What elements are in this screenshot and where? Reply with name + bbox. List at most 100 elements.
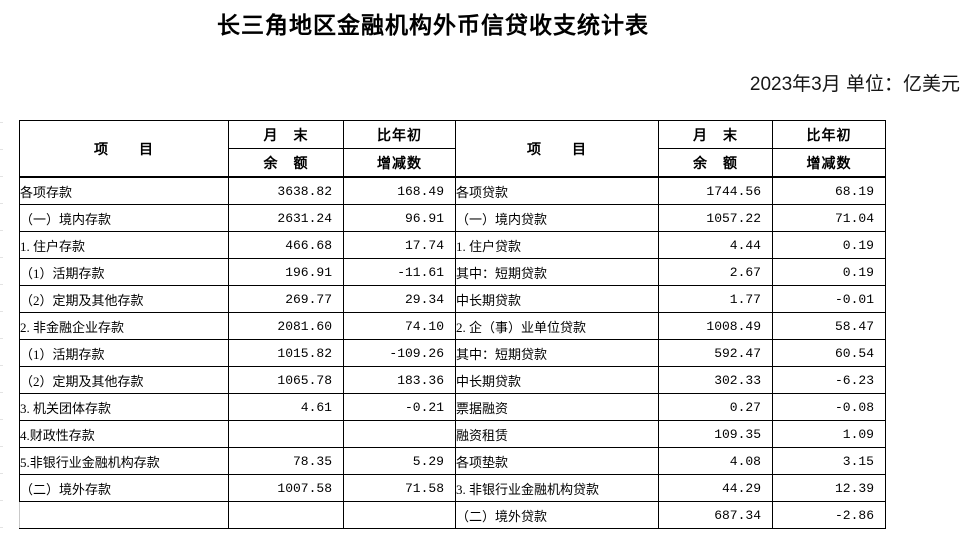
right-balance-value: 1.77 [658,285,773,313]
left-change-value: 183.36 [343,366,456,394]
right-change-value: -0.01 [772,285,886,313]
right-item-label: 2. 企（事）业单位贷款 [455,312,659,340]
left-balance-value: 1007.58 [228,474,344,502]
table-row: （二）境外贷款 687.34 -2.86 [19,501,886,529]
right-balance-header: 余 额 [658,148,773,178]
right-vs-year-start-header: 比年初 [772,120,886,149]
right-change-value: 1.09 [772,420,886,448]
right-item-label: （一）境内贷款 [455,204,659,232]
left-item-label: 2. 非金融企业存款 [19,312,229,340]
left-item-label: 1. 住户存款 [19,231,229,259]
left-edge-artifact [0,122,3,530]
right-item-label: 其中：短期贷款 [455,258,659,286]
left-balance-value [228,501,344,529]
right-change-value: 71.04 [772,204,886,232]
left-change-value: 74.10 [343,312,456,340]
left-change-value: -0.21 [343,393,456,421]
left-vs-year-start-header: 比年初 [343,120,456,149]
left-balance-header: 余 额 [228,148,344,178]
left-item-header: 项 目 [19,120,229,178]
table-row: 各项存款 3638.82 168.49 各项贷款 1744.56 68.19 [19,176,886,205]
right-balance-value: 2.67 [658,258,773,286]
left-month-end-header: 月 末 [228,120,344,149]
header-row-2: 余 额 增减数 余 额 增减数 [20,148,886,178]
right-change-value: -2.86 [772,501,886,529]
table-row: （1）活期存款 1015.82 -109.26 其中：短期贷款 592.47 60.54 [19,339,886,367]
left-item-label: （一）境内存款 [19,204,229,232]
left-change-value [343,501,456,529]
right-balance-value: 4.44 [658,231,773,259]
left-balance-value [228,420,344,448]
left-change-value: -109.26 [343,339,456,367]
left-item-label: 各项存款 [19,176,229,205]
table-row: （1）活期存款 196.91 -11.61 其中：短期贷款 2.67 0.19 [19,258,886,286]
left-balance-value: 2631.24 [228,204,344,232]
table-header: 项 目 月 末 比年初 项 目 月 末 比年初 余 额 增减数 余 额 增减数 [19,120,886,178]
left-change-value [343,420,456,448]
right-item-label: 其中：短期贷款 [455,339,659,367]
right-change-value: 12.39 [772,474,886,502]
right-balance-value: 1008.49 [658,312,773,340]
left-change-value: 71.58 [343,474,456,502]
right-item-label: 各项垫款 [455,447,659,475]
right-balance-value: 44.29 [658,474,773,502]
left-balance-value: 78.35 [228,447,344,475]
right-item-label: 1. 住户贷款 [455,231,659,259]
right-change-header: 增减数 [772,148,886,178]
left-change-value: 17.74 [343,231,456,259]
left-balance-value: 196.91 [228,258,344,286]
left-balance-value: 3638.82 [228,176,344,205]
header-row-1: 项 目 月 末 比年初 项 目 月 末 比年初 [19,120,886,178]
right-balance-value: 592.47 [658,339,773,367]
right-balance-value: 1744.56 [658,176,773,205]
table-row: （2）定期及其他存款 269.77 29.34 中长期贷款 1.77 -0.01 [19,285,886,313]
page-title: 长三角地区金融机构外币信贷收支统计表 [217,12,649,38]
left-change-value: 96.91 [343,204,456,232]
table-row: （2）定期及其他存款 1065.78 183.36 中长期贷款 302.33 -6.23 [19,366,886,394]
left-change-header: 增减数 [343,148,456,178]
right-balance-value: 302.33 [658,366,773,394]
right-change-value: -0.08 [772,393,886,421]
table-row: （一）境内存款 2631.24 96.91 （一）境内贷款 1057.22 71.04 [19,204,886,232]
left-balance-value: 269.77 [228,285,344,313]
right-item-label: 融资租赁 [455,420,659,448]
right-item-label: 各项贷款 [455,176,659,205]
table-body: 各项存款 3638.82 168.49 各项贷款 1744.56 68.19 （一）境内存款… [19,176,886,529]
right-item-label: 中长期贷款 [455,366,659,394]
right-balance-value: 687.34 [658,501,773,529]
left-item-label: （二）境外存款 [19,474,229,502]
left-change-value: 168.49 [343,176,456,205]
left-change-value: 5.29 [343,447,456,475]
report-date-unit: 2023年3月 单位：亿美元 [749,74,960,95]
right-change-value: 68.19 [772,176,886,205]
left-item-label [19,501,229,529]
right-change-value: 60.54 [772,339,886,367]
right-balance-value: 109.35 [658,420,773,448]
left-balance-value: 466.68 [228,231,344,259]
right-item-label: （二）境外贷款 [455,501,659,529]
right-balance-value: 4.08 [658,447,773,475]
right-item-label: 中长期贷款 [455,285,659,313]
table-row: 5.非银行业金融机构存款 78.35 5.29 各项垫款 4.08 3.15 [19,447,886,475]
right-balance-value: 1057.22 [658,204,773,232]
table-row: 1. 住户存款 466.68 17.74 1. 住户贷款 4.44 0.19 [19,231,886,259]
right-item-header: 项 目 [455,120,659,178]
left-item-label: 4.财政性存款 [19,420,229,448]
left-item-label: 3. 机关团体存款 [19,393,229,421]
left-change-value: 29.34 [343,285,456,313]
left-change-value: -11.61 [343,258,456,286]
table-row: （二）境外存款 1007.58 71.58 3. 非银行业金融机构贷款 44.29 12.… [19,474,886,502]
left-item-label: （2）定期及其他存款 [19,285,229,313]
right-month-end-header: 月 末 [658,120,773,149]
right-change-value: 3.15 [772,447,886,475]
left-balance-value: 4.61 [228,393,344,421]
table-row: 3. 机关团体存款 4.61 -0.21 票据融资 0.27 -0.08 [19,393,886,421]
left-balance-value: 1065.78 [228,366,344,394]
left-balance-value: 2081.60 [228,312,344,340]
left-item-label: （1）活期存款 [19,339,229,367]
left-item-label: （2）定期及其他存款 [19,366,229,394]
right-change-value: 0.19 [772,258,886,286]
stats-table: 项 目 月 末 比年初 项 目 月 末 比年初 余 额 增减数 余 额 增减数 … [19,120,886,529]
left-item-label: （1）活期存款 [19,258,229,286]
right-change-value: 0.19 [772,231,886,259]
